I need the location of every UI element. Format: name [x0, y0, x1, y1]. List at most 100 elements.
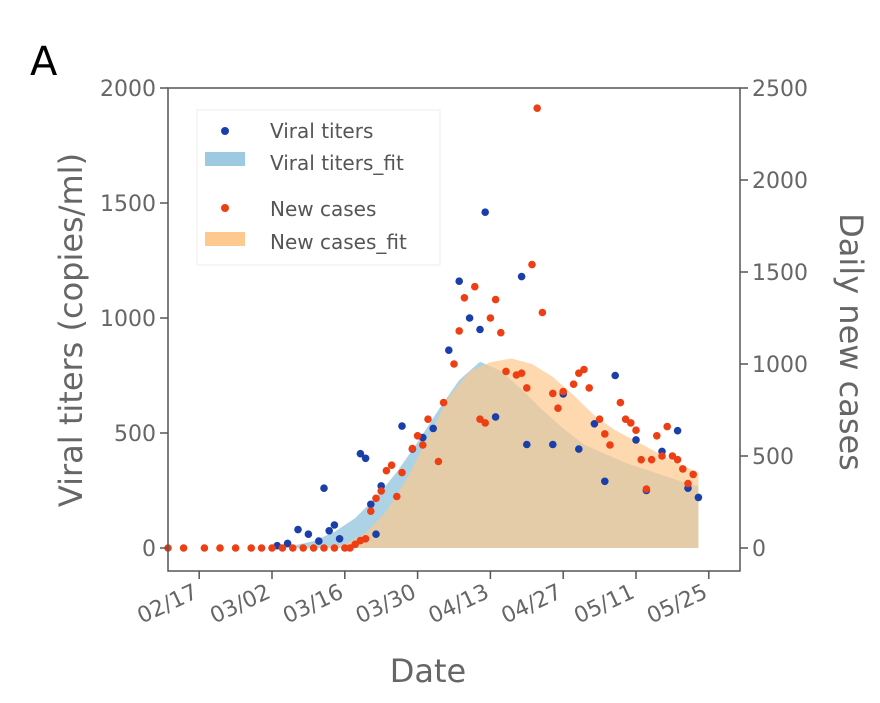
new-cases-point — [502, 367, 510, 376]
new-cases-point — [549, 389, 557, 398]
new-cases-point — [523, 384, 531, 392]
new-cases-point — [486, 314, 495, 322]
new-cases-point — [247, 544, 255, 552]
new-cases-point — [569, 380, 578, 389]
viral-titer-point — [549, 440, 557, 449]
x-tick-label: 04/13 — [425, 580, 493, 629]
viral-titer-point — [632, 436, 640, 444]
x-axis-ticks: 02/17 03/02 03/16 03/30 04/13 04/27 05/11 05/25 — [134, 571, 711, 629]
new-cases-point — [450, 360, 458, 368]
new-cases-point — [257, 544, 266, 552]
viral-titer-point — [325, 527, 334, 535]
left-axis-ticks: 0 500 1000 1500 2000 — [100, 77, 168, 562]
new-cases-point — [382, 466, 391, 475]
viral-titer-point — [372, 530, 380, 538]
left-axis-label: Viral titers (copies/ml) — [52, 153, 90, 507]
new-cases-point — [320, 544, 328, 552]
legend-patch-viral-fit — [205, 152, 245, 166]
viral-titer-point — [611, 371, 619, 380]
viral-titer-point — [590, 420, 599, 428]
new-cases-point — [689, 470, 697, 479]
right-tick-label: 1500 — [752, 261, 808, 286]
viral-titer-point — [465, 314, 474, 322]
new-cases-point — [684, 479, 692, 488]
new-cases-point — [606, 441, 614, 449]
new-cases-point — [367, 507, 375, 515]
fit-areas — [168, 358, 699, 548]
x-tick-label: 03/30 — [352, 580, 420, 629]
new-cases-point — [268, 544, 276, 552]
new-cases-point — [361, 535, 370, 543]
new-cases-point — [642, 485, 651, 493]
legend-marker-viral — [221, 127, 229, 135]
new-cases-point — [387, 461, 396, 470]
new-cases-point — [663, 422, 671, 431]
new-cases-point — [528, 260, 536, 269]
viral-titer-point — [481, 208, 490, 216]
legend-marker-cases — [221, 204, 229, 212]
new-cases-point — [289, 544, 297, 552]
new-cases-point — [647, 455, 656, 464]
new-cases-point — [455, 327, 464, 335]
panel-label: A — [30, 39, 58, 85]
new-cases-point — [595, 415, 604, 424]
viral-titer-point — [673, 426, 682, 435]
new-cases-point — [517, 369, 526, 378]
viral-titer-point — [356, 449, 365, 458]
viral-titer-point — [398, 422, 406, 430]
new-cases-point — [424, 415, 432, 424]
x-tick-label: 02/17 — [134, 580, 202, 629]
viral-titer-point — [429, 424, 438, 433]
viral-titer-point — [455, 277, 464, 286]
right-axis-ticks: 0 500 1000 1500 2000 2500 — [740, 77, 808, 562]
new-cases-point — [627, 419, 635, 427]
left-tick-label: 2000 — [100, 77, 156, 102]
new-cases-point — [398, 468, 406, 477]
new-cases-point — [658, 452, 666, 460]
x-tick-label: 03/16 — [279, 580, 347, 629]
x-tick-label: 03/02 — [207, 580, 275, 629]
new-cases-point — [393, 492, 401, 501]
new-cases-point — [497, 328, 505, 337]
new-cases-point — [491, 295, 500, 304]
legend-patch-cases-fit — [205, 232, 245, 246]
legend-label-cases: New cases — [270, 197, 376, 221]
legend: Viral titers Viral titers_fit New cases … — [196, 109, 441, 266]
viral-titer-point — [335, 535, 344, 543]
new-cases-point — [179, 544, 188, 552]
right-tick-label: 2500 — [752, 77, 808, 102]
data-points — [164, 104, 703, 552]
left-tick-label: 1000 — [100, 307, 156, 332]
x-axis-label: Date — [390, 652, 466, 690]
new-cases-point — [637, 455, 645, 464]
new-cases-point — [419, 441, 427, 449]
right-axis-label: Daily new cases — [832, 213, 870, 471]
viral-titer-point — [304, 530, 313, 538]
x-tick-label: 05/25 — [643, 580, 711, 629]
viral-titer-point — [476, 325, 484, 334]
new-cases-point — [538, 308, 547, 317]
new-cases-point — [471, 282, 479, 291]
legend-label-cases-fit: New cases_fit — [270, 230, 407, 254]
legend-label-viral-fit: Viral titers_fit — [270, 151, 404, 175]
right-tick-label: 2000 — [752, 169, 808, 194]
new-cases-point — [585, 384, 593, 392]
new-cases-point — [299, 544, 308, 552]
viral-titer-point — [601, 477, 609, 486]
viral-titer-point — [445, 346, 453, 355]
new-cases-point — [231, 544, 240, 552]
new-cases-point — [601, 430, 609, 438]
new-cases-point — [439, 398, 448, 407]
new-cases-point — [200, 544, 209, 552]
left-tick-label: 1500 — [100, 192, 156, 217]
new-cases-point — [679, 465, 687, 473]
new-cases-point — [616, 398, 625, 407]
new-cases-point — [413, 432, 422, 440]
new-cases-point — [673, 455, 682, 464]
viral-titer-point — [315, 537, 323, 545]
new-cases-point — [559, 387, 567, 396]
right-tick-label: 1000 — [752, 353, 808, 378]
viral-titer-point — [330, 521, 339, 529]
new-cases-fit-area — [168, 358, 699, 548]
new-cases-point — [278, 544, 287, 552]
